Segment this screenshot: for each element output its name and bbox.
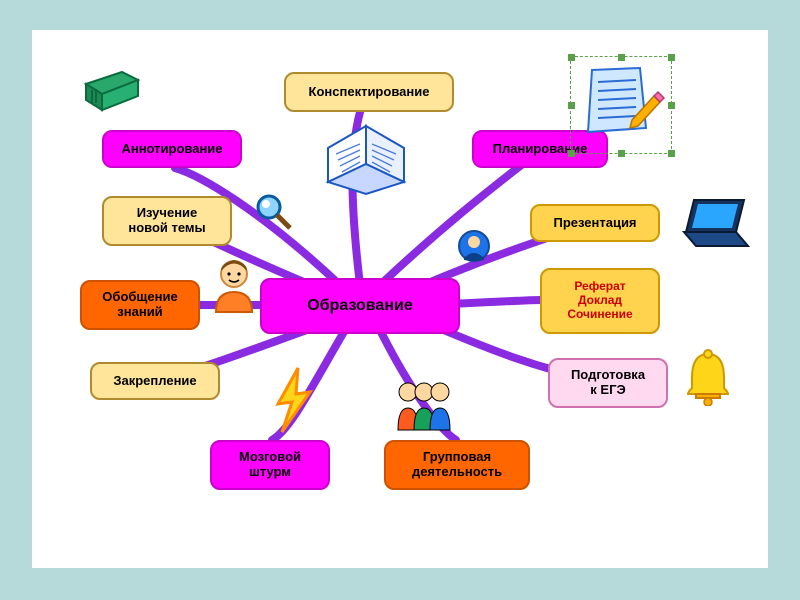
selection-handles bbox=[570, 56, 672, 154]
node-exam-prep: Подготовка к ЕГЭ bbox=[548, 358, 668, 408]
node-essay: Реферат Доклад Сочинение bbox=[540, 268, 660, 334]
node-note-taking: Конспектирование bbox=[284, 72, 454, 112]
bell-icon bbox=[684, 348, 732, 406]
magnifier-icon bbox=[254, 192, 294, 232]
node-group: Групповая деятельность bbox=[384, 440, 530, 490]
node-label: Групповая деятельность bbox=[412, 450, 502, 480]
node-label: Образование bbox=[307, 297, 412, 315]
node-label: Закрепление bbox=[113, 374, 196, 389]
open-book-icon bbox=[318, 120, 414, 196]
node-annotation: Аннотирование bbox=[102, 130, 242, 168]
node-label: Презентация bbox=[553, 216, 636, 231]
document-icon bbox=[576, 62, 666, 148]
node-fixation: Закрепление bbox=[90, 362, 220, 400]
avatar-blue-icon bbox=[458, 230, 490, 262]
node-generalize: Обобщение знаний bbox=[80, 280, 200, 330]
books-icon bbox=[78, 66, 148, 120]
node-label: Подготовка к ЕГЭ bbox=[571, 368, 645, 398]
node-label: Обобщение знаний bbox=[102, 290, 177, 320]
node-label: Реферат Доклад Сочинение bbox=[567, 280, 632, 321]
node-presentation: Презентация bbox=[530, 204, 660, 242]
lightning-icon bbox=[270, 366, 318, 434]
node-label: Конспектирование bbox=[309, 85, 430, 100]
node-label: Изучение новой темы bbox=[128, 206, 205, 236]
node-new-topic: Изучение новой темы bbox=[102, 196, 232, 246]
node-label: Мозговой штурм bbox=[239, 450, 301, 480]
node-label: Аннотирование bbox=[121, 142, 222, 157]
diagram-stage: Образование Конспектирование Аннотирование… bbox=[0, 0, 800, 600]
avatar-orange-icon bbox=[210, 254, 258, 314]
center-node: Образование bbox=[260, 278, 460, 334]
people-group-icon bbox=[392, 372, 456, 434]
laptop-icon bbox=[678, 196, 752, 252]
node-brainstorm: Мозговой штурм bbox=[210, 440, 330, 490]
